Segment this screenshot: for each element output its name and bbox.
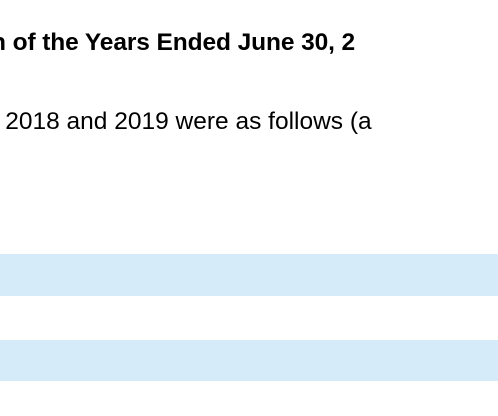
table-row-plain (0, 381, 498, 416)
table-row-shaded (0, 254, 498, 296)
table-row-shaded (0, 340, 498, 381)
table-row-plain (0, 296, 498, 340)
body-text-line: l 2018 and 2019 were as follows (a (0, 108, 372, 135)
section-heading: n of the Years Ended June 30, 2 (0, 29, 356, 56)
